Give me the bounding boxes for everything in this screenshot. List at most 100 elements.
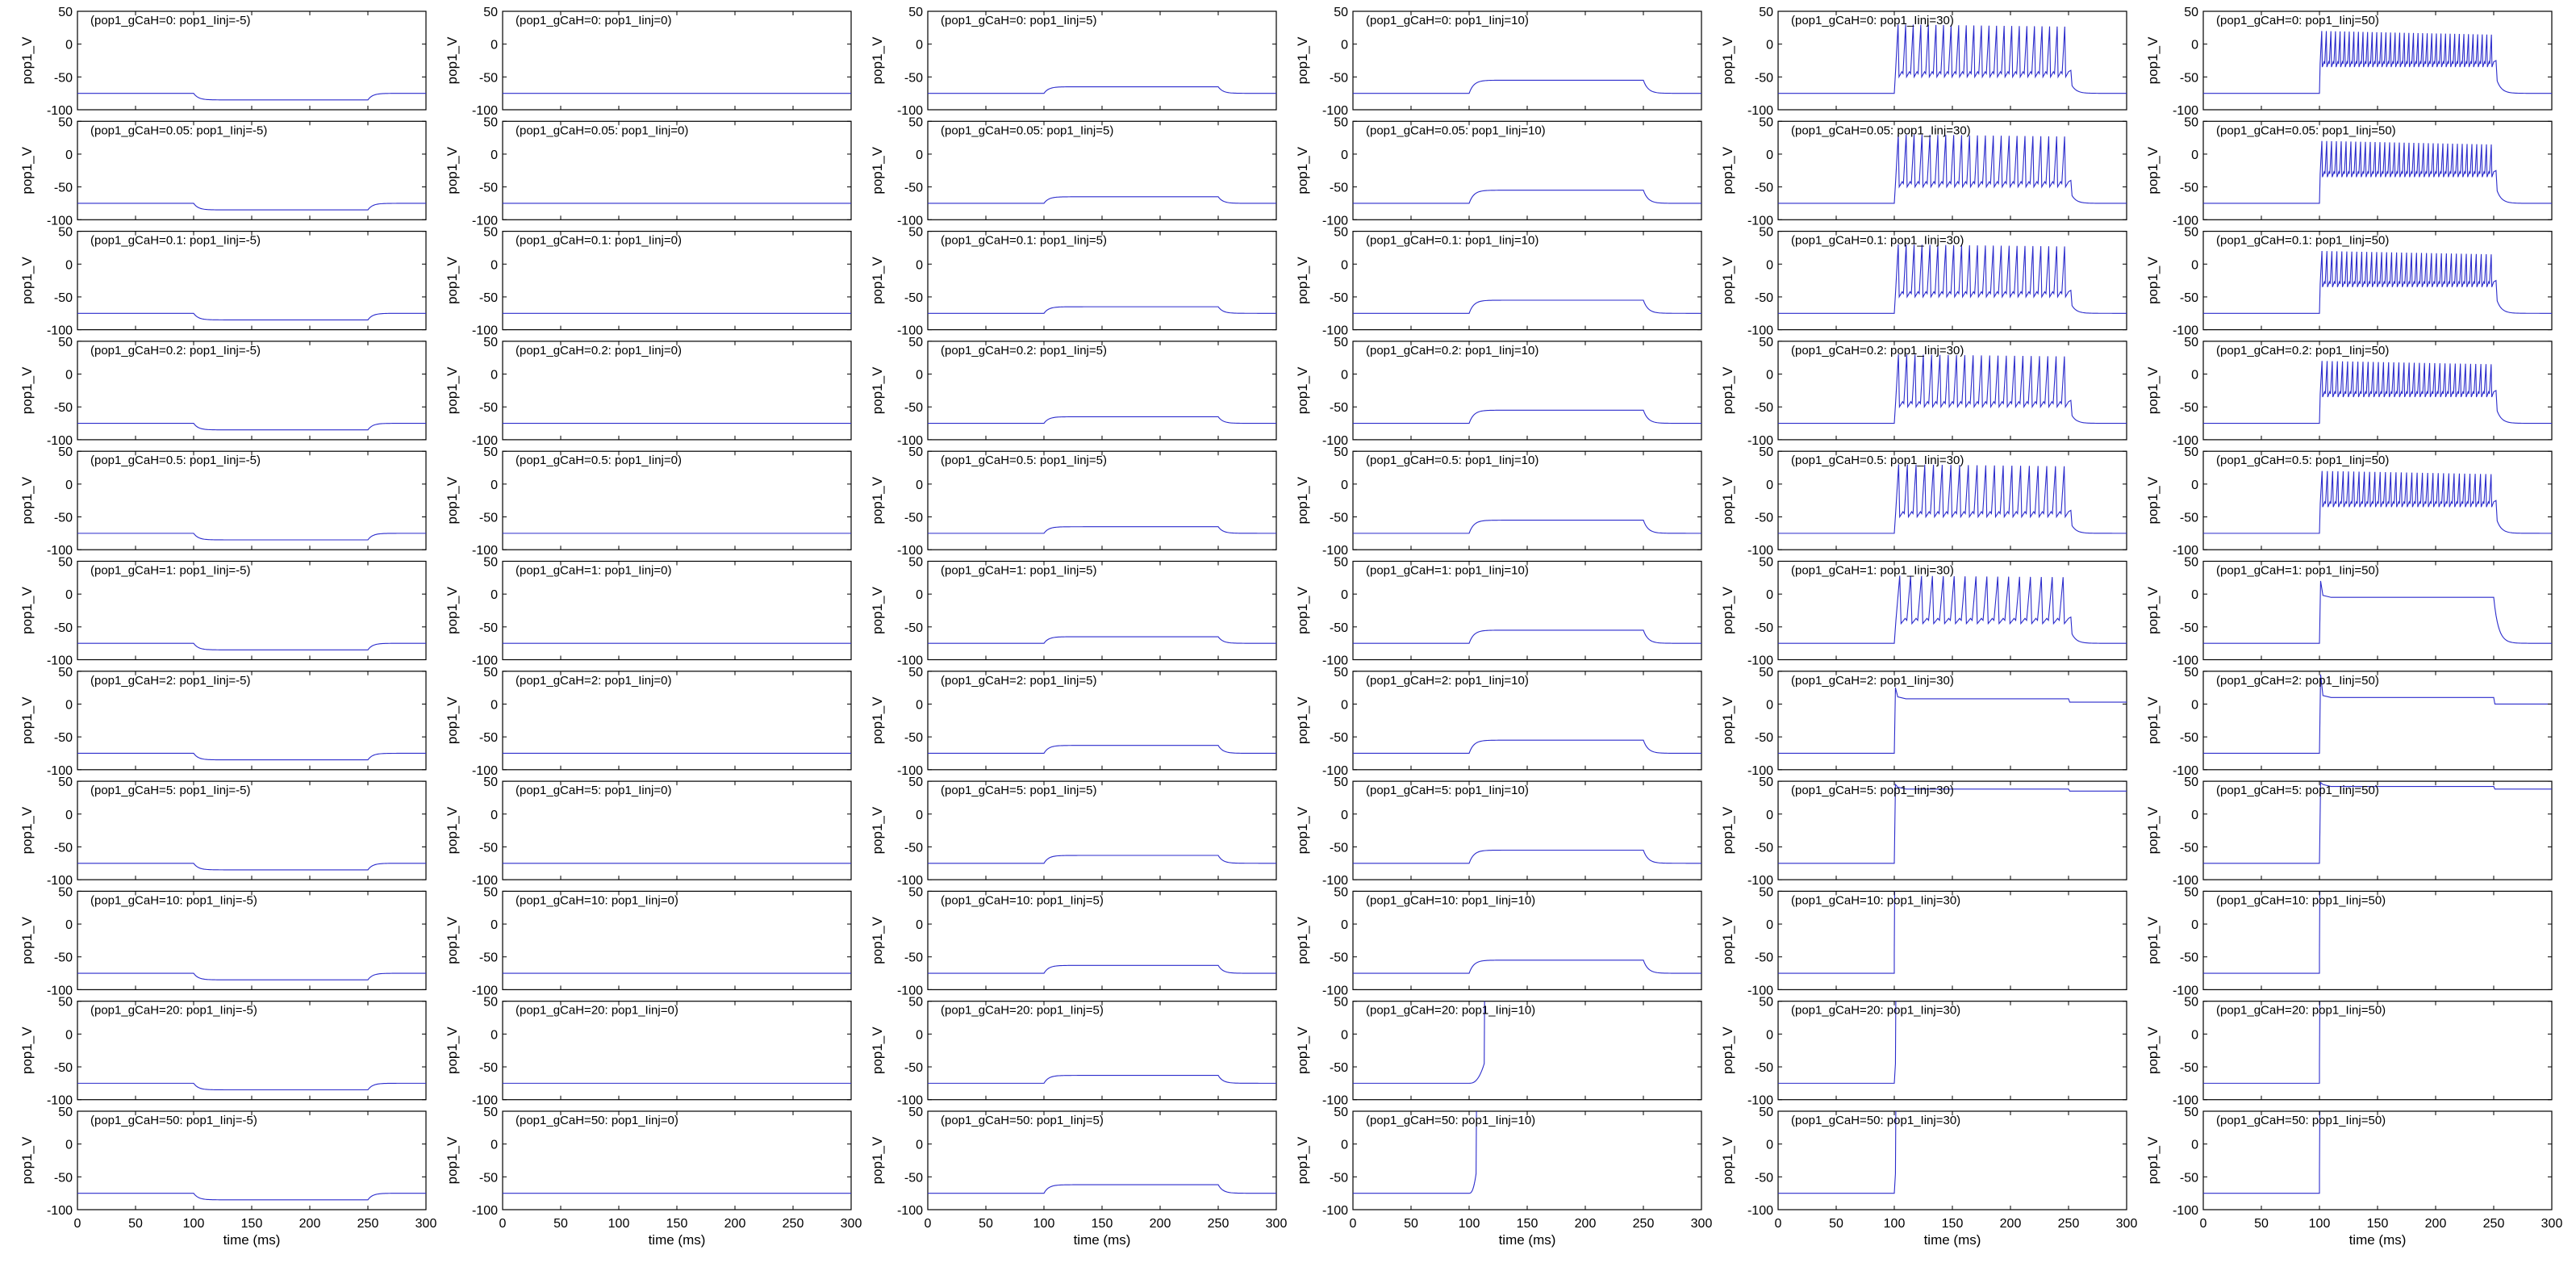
- voltage-trace: [928, 636, 1276, 644]
- subplot: (pop1_gCaH=20: pop1_Iinj=30) -100 -50 0 50 po…: [1720, 996, 2127, 1108]
- y-axis-label: pop1_V: [445, 257, 460, 304]
- y-tick-label: -50: [479, 731, 498, 745]
- y-axis-label: pop1_V: [870, 257, 885, 304]
- subplot-title: (pop1_gCaH=1: pop1_Iinj=30): [1791, 564, 1954, 578]
- voltage-trace: [928, 855, 1276, 864]
- voltage-trace: [2203, 580, 2552, 644]
- subplot-title: (pop1_gCaH=0: pop1_Iinj=-5): [90, 14, 250, 27]
- x-tick-label: 300: [2116, 1217, 2138, 1231]
- x-tick-label: 200: [2425, 1217, 2447, 1231]
- y-tick-label: 0: [916, 39, 923, 52]
- y-tick-label: -50: [54, 291, 73, 305]
- y-tick-label: -50: [54, 182, 73, 195]
- y-tick-label: -100: [2173, 984, 2198, 997]
- subplot: (pop1_gCaH=10: pop1_Iinj=30) -100 -50 0 50 po…: [1720, 885, 2127, 997]
- subplot: (pop1_gCaH=0.1: pop1_Iinj=-5) -100 -50 0 50 p…: [19, 226, 427, 338]
- subplot: (pop1_gCaH=20: pop1_Iinj=0) -100 -50 0 50 pop…: [445, 996, 852, 1108]
- y-tick-label: 50: [2184, 115, 2198, 129]
- subplot-title: (pop1_gCaH=1: pop1_Iinj=0): [516, 564, 671, 578]
- subplot: (pop1_gCaH=1: pop1_Iinj=30) -100 -50 0 50 pop…: [1720, 556, 2127, 668]
- y-axis-label: pop1_V: [1720, 696, 1735, 744]
- voltage-trace: [1353, 520, 1701, 534]
- y-tick-label: -50: [1330, 841, 1348, 855]
- y-tick-label: -50: [2180, 182, 2198, 195]
- y-tick-label: 0: [65, 258, 73, 272]
- subplot-title: (pop1_gCaH=0.1: pop1_Iinj=30): [1791, 234, 1964, 248]
- subplot: (pop1_gCaH=2: pop1_Iinj=30) -100 -50 0 50 pop…: [1720, 666, 2127, 778]
- subplot-title: (pop1_gCaH=50: pop1_Iinj=50): [2216, 1114, 2386, 1127]
- y-tick-label: -50: [1755, 71, 1773, 85]
- y-tick-label: -100: [897, 874, 923, 888]
- y-tick-label: -100: [1322, 764, 1348, 778]
- y-tick-label: -100: [1322, 214, 1348, 228]
- y-tick-label: -50: [479, 621, 498, 635]
- y-tick-label: -100: [897, 324, 923, 338]
- y-tick-label: 0: [1341, 588, 1348, 602]
- voltage-trace: [2203, 361, 2552, 424]
- subplot-title: (pop1_gCaH=10: pop1_Iinj=50): [2216, 893, 2386, 907]
- voltage-trace: [1353, 299, 1701, 314]
- y-tick-label: 0: [491, 479, 498, 492]
- y-tick-label: 0: [491, 809, 498, 822]
- subplot-title: (pop1_gCaH=1: pop1_Iinj=50): [2216, 564, 2379, 578]
- y-tick-label: 0: [916, 1139, 923, 1152]
- y-tick-label: -100: [1747, 874, 1773, 888]
- y-tick-label: 0: [1766, 39, 1773, 52]
- voltage-trace: [1778, 134, 2127, 204]
- y-tick-label: -100: [472, 434, 498, 448]
- subplot-title: (pop1_gCaH=5: pop1_Iinj=-5): [90, 784, 250, 797]
- voltage-trace: [1778, 464, 2127, 534]
- subplot: (pop1_gCaH=0.05: pop1_Iinj=0) -100 -50 0 50 p…: [445, 115, 852, 228]
- y-tick-label: -50: [2180, 951, 2198, 965]
- subplot-title: (pop1_gCaH=50: pop1_Iinj=10): [1366, 1114, 1535, 1127]
- voltage-trace: [1778, 687, 2127, 755]
- y-tick-label: -100: [897, 1094, 923, 1108]
- subplot-title: (pop1_gCaH=0.5: pop1_Iinj=0): [516, 454, 682, 467]
- y-axis-label: pop1_V: [2145, 1026, 2161, 1074]
- y-axis-label: pop1_V: [2145, 696, 2161, 744]
- y-tick-label: 0: [1766, 1028, 1773, 1042]
- y-tick-label: 0: [1341, 918, 1348, 932]
- y-axis-label: pop1_V: [870, 696, 885, 744]
- y-tick-label: -50: [904, 1171, 923, 1185]
- subplot: (pop1_gCaH=0.2: pop1_Iinj=0) -100 -50 0 50 po…: [445, 336, 852, 448]
- voltage-trace: [928, 196, 1276, 204]
- y-axis-label: pop1_V: [445, 587, 460, 634]
- y-tick-label: -50: [54, 1061, 73, 1075]
- y-axis-label: pop1_V: [445, 916, 460, 964]
- y-tick-label: -100: [472, 544, 498, 558]
- subplot: (pop1_gCaH=0: pop1_Iinj=10) -100 -50 0 50 pop…: [1295, 6, 1702, 118]
- subplot: (pop1_gCaH=10: pop1_Iinj=0) -100 -50 0 50 pop…: [445, 885, 852, 997]
- subplot: (pop1_gCaH=0.5: pop1_Iinj=30) -100 -50 0 50 p…: [1720, 445, 2127, 558]
- subplot: (pop1_gCaH=0.1: pop1_Iinj=30) -100 -50 0 50 p…: [1720, 226, 2127, 338]
- subplot-title: (pop1_gCaH=0: pop1_Iinj=0): [516, 14, 671, 27]
- y-axis-label: pop1_V: [870, 587, 885, 634]
- y-axis-label: pop1_V: [1295, 806, 1310, 854]
- x-tick-label: 0: [2200, 1217, 2207, 1231]
- voltage-trace: [1353, 849, 1701, 864]
- subplot: (pop1_gCaH=0.5: pop1_Iinj=0) -100 -50 0 50 po…: [445, 445, 852, 558]
- subplot: (pop1_gCaH=5: pop1_Iinj=10) -100 -50 0 50 pop…: [1295, 776, 1702, 888]
- y-axis-label: pop1_V: [445, 146, 460, 194]
- x-tick-label: 150: [1517, 1217, 1539, 1231]
- y-axis-label: pop1_V: [445, 696, 460, 744]
- y-tick-label: -100: [897, 214, 923, 228]
- y-tick-label: 50: [58, 226, 73, 240]
- y-tick-label: -50: [479, 71, 498, 85]
- y-axis-label: pop1_V: [2145, 36, 2161, 84]
- subplot-title: (pop1_gCaH=0: pop1_Iinj=5): [941, 14, 1096, 27]
- y-tick-label: -50: [1755, 1061, 1773, 1075]
- y-tick-label: 50: [908, 996, 923, 1010]
- y-tick-label: 50: [1759, 556, 1773, 570]
- subplot: (pop1_gCaH=0: pop1_Iinj=50) -100 -50 0 50 pop…: [2145, 6, 2553, 118]
- y-tick-label: -100: [1747, 544, 1773, 558]
- subplot: (pop1_gCaH=0.5: pop1_Iinj=-5) -100 -50 0 50 p…: [19, 445, 427, 558]
- y-axis-label: pop1_V: [1295, 366, 1310, 414]
- y-axis-label: pop1_V: [445, 1026, 460, 1074]
- voltage-trace: [1778, 1111, 1897, 1194]
- y-axis-label: pop1_V: [19, 476, 35, 524]
- x-tick-label: 50: [553, 1217, 568, 1231]
- y-tick-label: 0: [916, 809, 923, 822]
- y-tick-label: 50: [483, 115, 498, 129]
- subplot-title: (pop1_gCaH=0.2: pop1_Iinj=10): [1366, 344, 1539, 357]
